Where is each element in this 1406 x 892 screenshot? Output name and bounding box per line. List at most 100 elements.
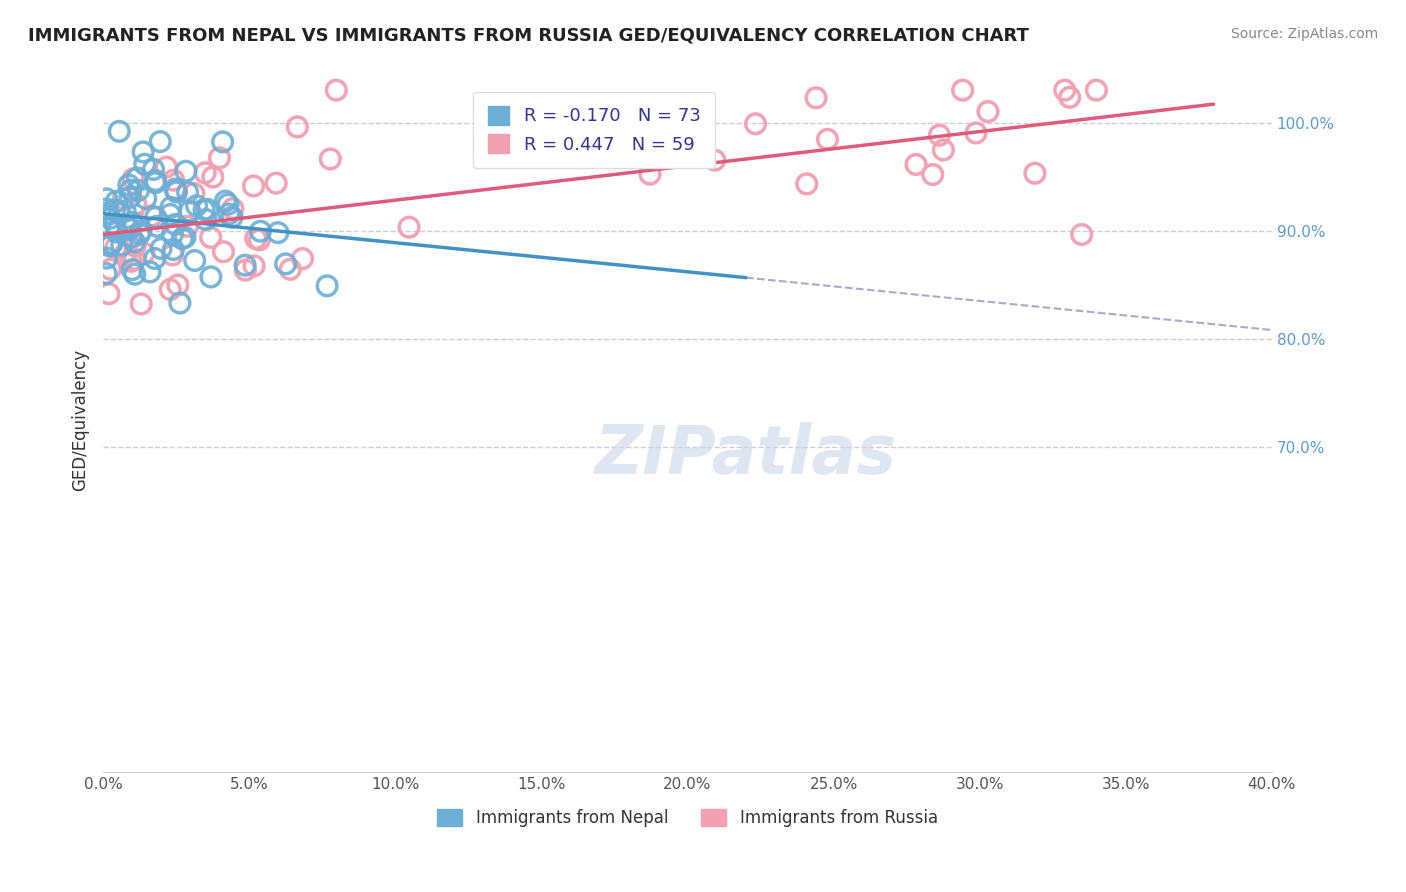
Point: [977, 104, 1000, 119]
Point: [162, 243, 184, 257]
Point: [98, 211, 121, 226]
Point: [245, 231, 267, 245]
Point: [201, 169, 224, 184]
Point: [242, 179, 264, 194]
Point: [921, 168, 943, 182]
Point: [129, 297, 152, 311]
Point: [183, 253, 205, 268]
Legend: Immigrants from Nepal, Immigrants from Russia: Immigrants from Nepal, Immigrants from R…: [430, 803, 945, 834]
Y-axis label: GED/Equivalency: GED/Equivalency: [72, 350, 89, 491]
Point: [274, 257, 297, 271]
Point: [804, 91, 827, 105]
Point: [104, 240, 127, 254]
Point: [796, 177, 818, 191]
Point: [804, 91, 827, 105]
Point: [145, 173, 167, 187]
Point: [921, 168, 943, 182]
Point: [98, 286, 121, 301]
Point: [98, 286, 121, 301]
Point: [214, 194, 236, 208]
Point: [817, 132, 839, 146]
Point: [172, 231, 194, 245]
Point: [124, 235, 146, 249]
Point: [94, 206, 117, 220]
Point: [127, 170, 149, 185]
Point: [183, 186, 205, 201]
Point: [98, 239, 121, 253]
Point: [319, 152, 342, 166]
Point: [143, 252, 166, 266]
Point: [165, 184, 187, 198]
Point: [264, 176, 287, 190]
Point: [200, 269, 222, 284]
Point: [285, 120, 308, 134]
Point: [145, 176, 167, 190]
Point: [638, 167, 661, 181]
Point: [162, 227, 184, 242]
Point: [169, 296, 191, 310]
Text: Source: ZipAtlas.com: Source: ZipAtlas.com: [1230, 27, 1378, 41]
Point: [905, 157, 928, 171]
Point: [233, 258, 256, 272]
Point: [150, 242, 173, 256]
Point: [122, 172, 145, 186]
Point: [176, 219, 198, 234]
Point: [132, 145, 155, 159]
Point: [159, 207, 181, 221]
Point: [124, 267, 146, 281]
Point: [118, 178, 141, 192]
Point: [118, 222, 141, 236]
Point: [194, 166, 217, 180]
Point: [201, 169, 224, 184]
Point: [101, 236, 124, 251]
Point: [166, 185, 188, 199]
Point: [179, 204, 201, 219]
Point: [121, 215, 143, 229]
Point: [242, 179, 264, 194]
Point: [167, 278, 190, 293]
Point: [162, 173, 184, 187]
Point: [104, 240, 127, 254]
Point: [98, 219, 121, 233]
Point: [744, 117, 766, 131]
Point: [96, 192, 118, 206]
Point: [208, 151, 231, 165]
Point: [200, 230, 222, 244]
Point: [163, 182, 186, 196]
Point: [129, 224, 152, 238]
Point: [932, 143, 955, 157]
Point: [1085, 83, 1108, 97]
Point: [96, 202, 118, 216]
Point: [278, 262, 301, 277]
Point: [965, 126, 987, 140]
Point: [212, 244, 235, 259]
Point: [1024, 166, 1046, 180]
Point: [211, 135, 233, 149]
Point: [135, 191, 157, 205]
Point: [120, 254, 142, 268]
Point: [636, 134, 658, 148]
Point: [1059, 90, 1081, 104]
Point: [952, 83, 974, 97]
Point: [638, 167, 661, 181]
Point: [194, 212, 217, 227]
Point: [155, 160, 177, 174]
Point: [98, 219, 121, 233]
Point: [122, 172, 145, 186]
Point: [186, 199, 208, 213]
Point: [243, 259, 266, 273]
Point: [141, 209, 163, 223]
Point: [222, 202, 245, 216]
Point: [1059, 90, 1081, 104]
Point: [398, 220, 420, 235]
Point: [1085, 83, 1108, 97]
Point: [146, 219, 169, 234]
Point: [208, 151, 231, 165]
Point: [108, 204, 131, 219]
Point: [928, 128, 950, 143]
Point: [235, 263, 257, 277]
Point: [155, 160, 177, 174]
Point: [159, 283, 181, 297]
Point: [217, 197, 239, 211]
Point: [114, 246, 136, 260]
